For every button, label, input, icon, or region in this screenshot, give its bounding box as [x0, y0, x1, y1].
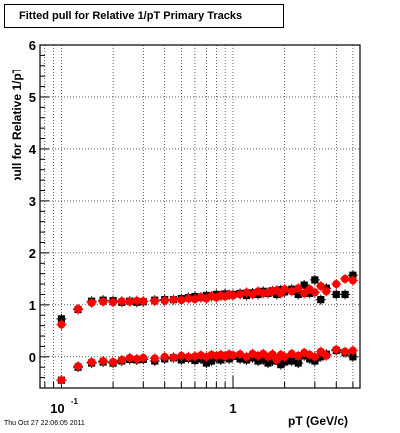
data-point-red-circle [150, 297, 159, 306]
data-point-red-circle [57, 320, 66, 329]
data-point-red-circle [150, 354, 159, 363]
y-axis-label: pull for Relative 1/pT [10, 70, 24, 180]
data-point-red-circle [87, 298, 96, 307]
data-point-red-circle [268, 350, 277, 359]
grid-lines [40, 44, 360, 388]
data-point-red-circle [322, 287, 331, 296]
data-point-red-circle [332, 280, 341, 289]
plot-frame [39, 44, 361, 389]
data-point-red-circle [316, 347, 325, 356]
data-point-red-circle [184, 352, 193, 361]
data-point-black-square [317, 296, 325, 304]
x-axis-label: pT (GeV/c) [288, 414, 349, 428]
data-point-red-circle [190, 352, 199, 361]
data-point-red-circle [294, 351, 303, 360]
axes: 0 1 2 3 4 5 6 10 -1 1 [29, 38, 361, 416]
chart-title: Fitted pull for Relative 1/pT Primary Tr… [4, 4, 284, 28]
data-point-black-square [207, 357, 216, 365]
data-point-black-square [294, 290, 302, 299]
data-point-black-square [300, 281, 308, 289]
data-point-red-circle [160, 296, 169, 305]
data-point-red-circle [125, 353, 134, 362]
data-point-red-circle [57, 376, 66, 385]
data-point-black-square [349, 353, 357, 361]
y-tick-label: 5 [29, 90, 36, 105]
data-point-red-circle [341, 347, 350, 356]
data-point-black-square [217, 356, 225, 364]
y-tick-label: 6 [29, 38, 36, 53]
data-point-red-circle [109, 358, 118, 367]
data-point-red-circle [287, 287, 296, 296]
data-point-red-circle [300, 289, 309, 298]
data-marks [56, 270, 358, 386]
data-point-red-circle [125, 297, 134, 306]
data-point-black-square [341, 290, 349, 299]
data-point-black-square [268, 357, 277, 365]
data-point-red-circle [348, 276, 357, 285]
y-axis-label-box: pull for Relative 1/pT [3, 65, 27, 184]
data-point-black-square [317, 353, 325, 361]
data-point-red-circle [74, 362, 83, 371]
data-point-red-circle [109, 298, 118, 307]
data-point-black-square [311, 276, 319, 284]
data-point-red-circle [169, 353, 178, 362]
data-point-red-circle [228, 351, 237, 360]
data-point-red-circle [310, 352, 319, 361]
data-point-red-circle [117, 355, 126, 364]
data-point-black-square [349, 271, 357, 279]
data-point-red-circle [294, 284, 303, 293]
data-point-red-circle [228, 291, 237, 300]
y-tick-label: 1 [29, 298, 36, 313]
data-point-red-circle [184, 294, 193, 303]
data-point-red-circle [132, 296, 141, 305]
data-point-red-circle [139, 297, 148, 306]
x-tick-label: 1 [229, 401, 236, 416]
data-point-black-square [259, 356, 267, 364]
data-point-red-circle [316, 282, 325, 291]
data-point-red-circle [74, 305, 83, 314]
data-point-red-circle [99, 297, 108, 306]
data-point-black-square [202, 359, 211, 367]
timestamp-footer: Thu Oct 27 22:06:05 2011 [4, 420, 85, 427]
data-point-red-circle [322, 351, 331, 360]
data-point-red-circle [280, 352, 289, 361]
data-point-red-circle [341, 274, 350, 283]
data-point-red-circle [242, 352, 251, 361]
data-point-red-circle [160, 352, 169, 361]
data-point-red-circle [310, 288, 319, 297]
y-tick-label: 2 [29, 246, 36, 261]
data-point-red-circle [177, 351, 186, 360]
data-point-red-circle [177, 296, 186, 305]
data-point-red-circle [169, 295, 178, 304]
data-point-black-square [264, 359, 272, 367]
data-point-red-circle [139, 353, 148, 362]
data-point-red-circle [348, 346, 357, 355]
data-point-red-circle [332, 345, 341, 354]
x-tick-label: 10 [50, 401, 64, 416]
y-tick-label: 3 [29, 194, 36, 209]
data-point-black-square [281, 358, 289, 366]
data-point-red-circle [132, 354, 141, 363]
x-tick-label-exponent: -1 [71, 397, 79, 406]
data-point-black-square [288, 357, 296, 365]
data-point-red-circle [236, 350, 245, 359]
data-point-black-square [277, 361, 285, 369]
y-tick-label: 4 [29, 142, 37, 157]
data-point-black-square [332, 290, 340, 299]
data-point-red-circle [280, 285, 289, 294]
data-point-red-circle [117, 297, 126, 306]
data-point-red-circle [87, 358, 96, 367]
y-tick-label: 0 [29, 350, 36, 365]
data-point-black-square [57, 315, 66, 323]
data-point-black-square [294, 359, 302, 367]
data-point-red-circle [99, 356, 108, 365]
data-point-black-square [254, 357, 262, 365]
